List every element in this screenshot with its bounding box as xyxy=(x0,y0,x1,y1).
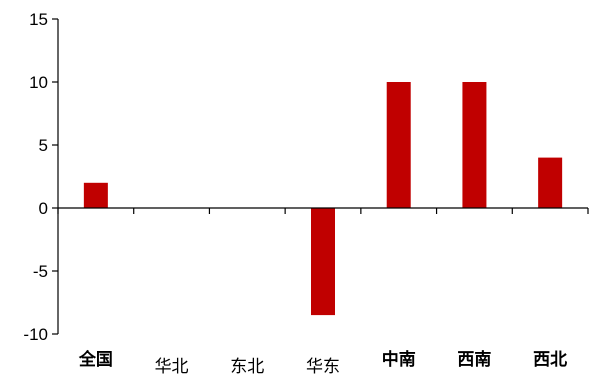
category-label-6: 西北 xyxy=(533,350,567,370)
bar-6 xyxy=(538,157,563,208)
bar-3 xyxy=(311,208,335,316)
y-tick-label: 0 xyxy=(39,199,48,218)
x-axis xyxy=(57,207,589,214)
category-label-4: 中南 xyxy=(382,349,416,370)
category-label-3: 华东 xyxy=(306,357,340,374)
y-tick-label: -10 xyxy=(23,325,48,344)
bar-4 xyxy=(386,82,411,208)
category-label-5: 西南 xyxy=(457,349,491,370)
y-tick-label: 15 xyxy=(29,10,48,29)
y-tick-label: -5 xyxy=(33,262,48,281)
bars xyxy=(83,82,563,316)
category-labels: 全国 华北 东北 华东 中南 西南 西北 xyxy=(78,349,567,374)
bar-5 xyxy=(462,82,487,208)
y-tick-label: 5 xyxy=(39,136,48,155)
category-label-1: 华北 xyxy=(155,357,189,374)
category-label-0: 全国 xyxy=(78,349,113,370)
y-axis: -10 -5 0 5 10 15 xyxy=(23,10,59,344)
category-label-2: 东北 xyxy=(230,357,264,374)
bar-0 xyxy=(83,182,108,208)
y-tick-label: 10 xyxy=(29,73,48,92)
